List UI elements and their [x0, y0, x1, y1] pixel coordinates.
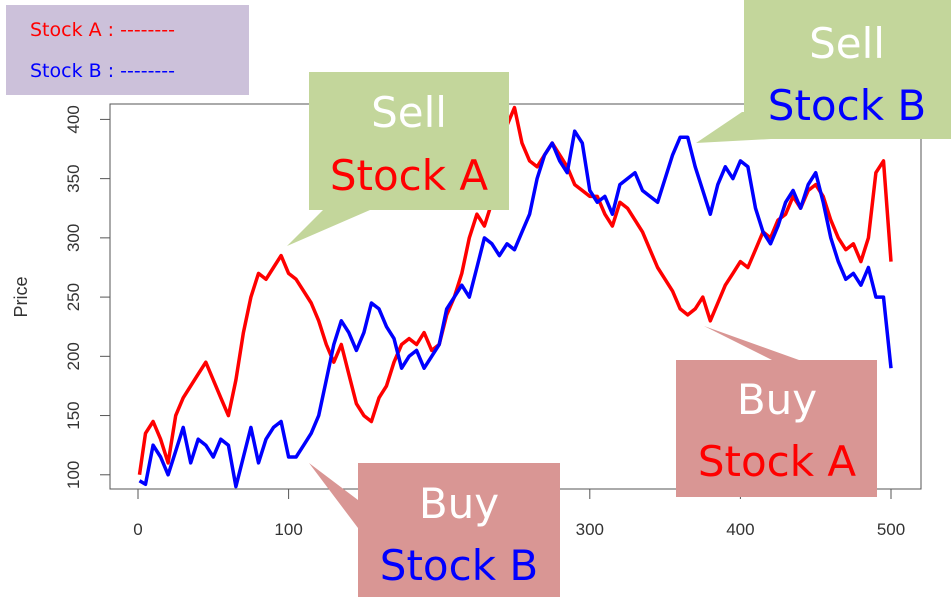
callout-sell-stock-b-shape [696, 0, 951, 143]
callout-buy-stock-b-line1: Buy [419, 479, 499, 528]
series-line-stock-b [138, 129, 893, 489]
legend-box: Stock A : -------- Stock B : -------- [6, 5, 249, 95]
y-tick-label: 300 [64, 224, 83, 252]
legend-background [6, 5, 249, 95]
y-tick-label: 250 [64, 283, 83, 311]
callout-sell-stock-b-line1: Sell [809, 19, 885, 68]
callout-buy-stock-a-shape [676, 326, 877, 497]
series-lines [137, 105, 893, 489]
callout-sell-stock-a-line2: Stock A [330, 151, 489, 200]
y-axis-title: Price [11, 276, 31, 317]
y-tick-label: 100 [64, 461, 83, 489]
y-axis-ticks: 100 150 200 250 300 350 400 [64, 105, 110, 489]
callout-buy-stock-b: Buy Stock B [309, 463, 560, 597]
callout-buy-stock-a-line1: Buy [737, 375, 817, 424]
x-tick-label: 100 [274, 520, 302, 539]
y-tick-label: 150 [64, 401, 83, 429]
callout-sell-stock-b-line2: Stock B [768, 81, 926, 130]
x-tick-label: 400 [726, 520, 754, 539]
x-tick-label: 0 [133, 520, 142, 539]
y-tick-label: 400 [64, 105, 83, 133]
callout-sell-stock-b: Sell Stock B [696, 0, 951, 143]
callout-buy-stock-a: Buy Stock A [676, 326, 877, 497]
callout-sell-stock-a: Sell Stock A [287, 72, 509, 246]
legend-item-stock-a: Stock A : -------- [30, 19, 175, 41]
callout-buy-stock-b-shape [309, 463, 560, 597]
callout-sell-stock-a-line1: Sell [371, 88, 447, 137]
callout-sell-stock-a-shape [287, 72, 509, 246]
callout-buy-stock-a-line2: Stock A [698, 437, 857, 486]
legend-item-stock-b: Stock B : -------- [30, 60, 175, 82]
x-tick-label: 500 [877, 520, 905, 539]
x-tick-label: 300 [576, 520, 604, 539]
y-tick-label: 350 [64, 164, 83, 192]
y-tick-label: 200 [64, 342, 83, 370]
callout-buy-stock-b-line2: Stock B [380, 541, 538, 590]
